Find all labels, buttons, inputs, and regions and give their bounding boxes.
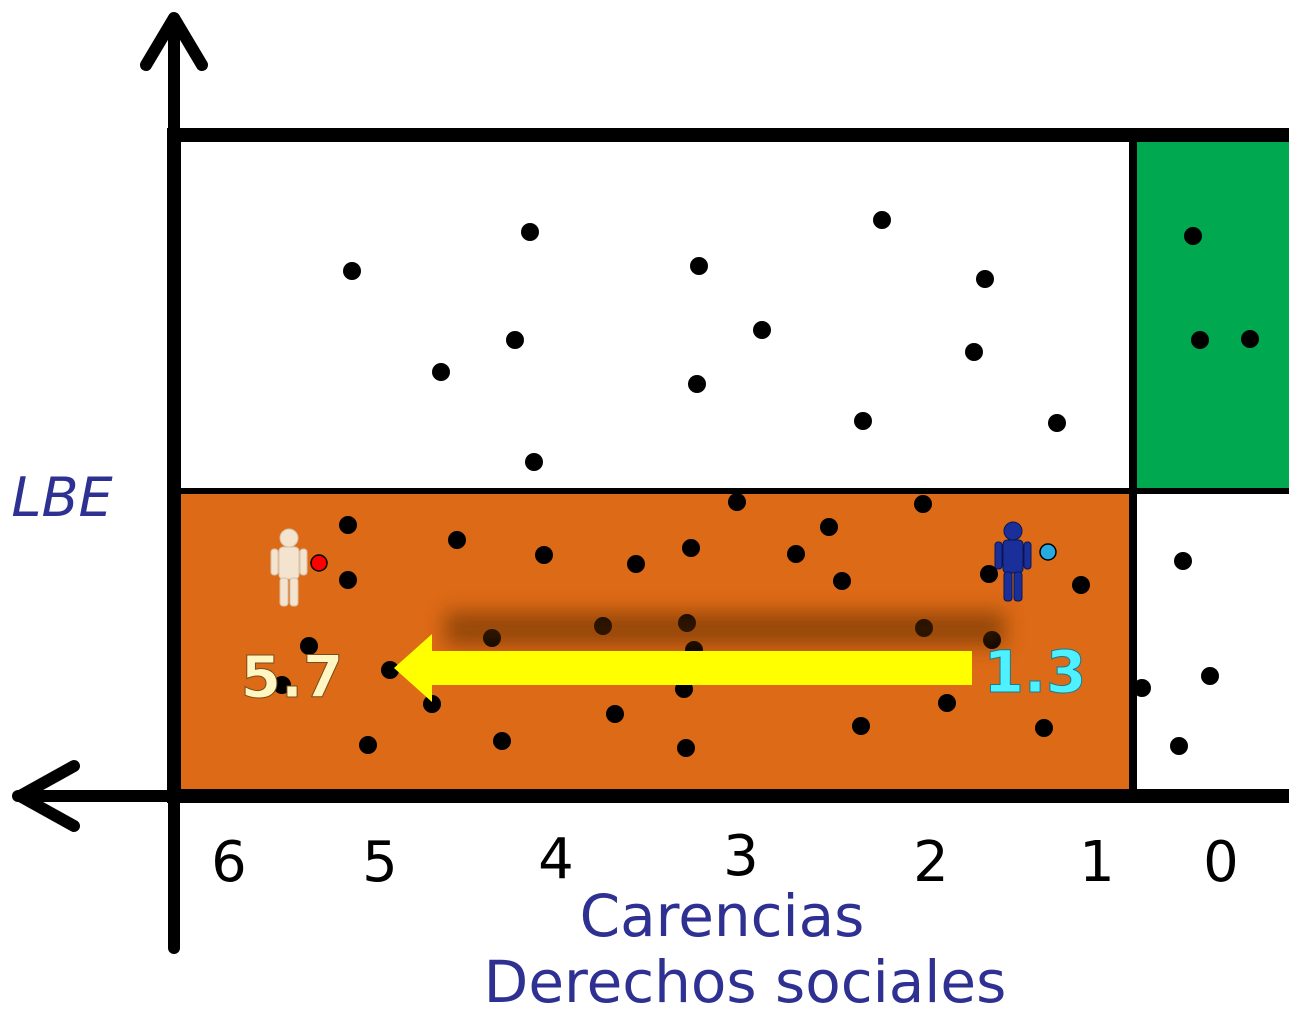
population-dot — [521, 223, 539, 241]
population-dot — [820, 518, 838, 536]
population-dot — [976, 270, 994, 288]
population-dot — [343, 262, 361, 280]
population-dot — [938, 694, 956, 712]
x-tick-labels: 6 5 4 3 2 1 0 — [211, 824, 1239, 895]
arrow-shadow — [445, 612, 1005, 646]
population-dot — [300, 637, 318, 655]
population-dot — [753, 321, 771, 339]
x-axis-label-line1: Carencias — [580, 882, 865, 950]
population-dot — [339, 516, 357, 534]
population-dot — [1201, 667, 1219, 685]
population-dot — [677, 739, 695, 757]
population-dot — [535, 546, 553, 564]
population-dot — [273, 676, 291, 694]
population-dot — [1072, 576, 1090, 594]
population-dots — [273, 211, 1259, 757]
change-arrow — [394, 634, 972, 702]
x-tick-label: 6 — [211, 830, 247, 895]
population-dot — [359, 736, 377, 754]
person-light-icon — [270, 528, 308, 607]
population-dot — [1133, 679, 1151, 697]
wellbeing-region — [1133, 138, 1289, 491]
population-dot — [854, 412, 872, 430]
population-dot — [682, 539, 700, 557]
axes — [12, 12, 208, 954]
population-dot — [339, 571, 357, 589]
y-axis-arrowhead — [140, 12, 208, 71]
population-dot — [448, 531, 466, 549]
person-dark-icon — [994, 521, 1032, 602]
population-dot — [1170, 737, 1188, 755]
population-dot — [381, 661, 399, 679]
population-dot — [432, 363, 450, 381]
marker-blue — [1039, 543, 1057, 561]
arrow-end-value: 5.7 — [241, 643, 344, 711]
population-dot — [606, 705, 624, 723]
x-tick-label: 4 — [538, 827, 574, 892]
population-dot — [1035, 719, 1053, 737]
marker-red — [310, 554, 328, 572]
population-dot — [525, 453, 543, 471]
population-dot — [914, 495, 932, 513]
population-dot — [873, 211, 891, 229]
population-dot — [493, 732, 511, 750]
x-tick-label: 0 — [1203, 830, 1239, 895]
population-dot — [965, 343, 983, 361]
population-dot — [627, 555, 645, 573]
population-dot — [1241, 330, 1259, 348]
population-dot — [1174, 552, 1192, 570]
change-arrow-head — [394, 634, 432, 702]
population-dot — [1184, 227, 1202, 245]
population-dot — [787, 545, 805, 563]
x-tick-label: 5 — [362, 830, 398, 895]
population-dot — [688, 375, 706, 393]
x-tick-label: 2 — [913, 830, 949, 895]
arrow-start-value: 1.3 — [984, 638, 1087, 706]
population-dot — [690, 257, 708, 275]
x-tick-label: 3 — [723, 824, 759, 889]
population-dot — [980, 565, 998, 583]
x-axis-label-line2: Derechos sociales — [484, 948, 1007, 1009]
change-arrow-shaft — [432, 651, 972, 685]
population-dot — [506, 331, 524, 349]
population-dot — [423, 695, 441, 713]
x-axis-arrowhead — [14, 760, 80, 832]
population-dot — [728, 493, 746, 511]
population-dot — [1191, 331, 1209, 349]
y-axis-label: LBE — [11, 466, 113, 529]
x-tick-label: 1 — [1079, 830, 1115, 895]
population-dot — [852, 717, 870, 735]
population-dot — [1048, 414, 1066, 432]
population-dot — [833, 572, 851, 590]
